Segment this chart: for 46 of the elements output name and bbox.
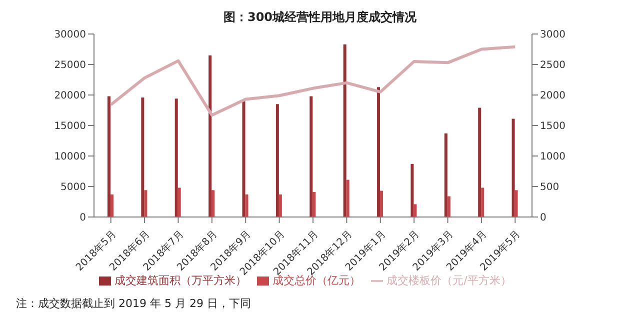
bar — [110, 194, 114, 217]
bar — [346, 180, 350, 217]
bar — [380, 190, 384, 217]
bar — [278, 194, 282, 217]
y-tick-label: 20000 — [54, 90, 86, 102]
y2-tick-label: 500 — [540, 182, 560, 194]
y2-tick-label: 2500 — [540, 60, 566, 72]
bar — [481, 188, 484, 217]
y2-tick-label: 2000 — [540, 90, 566, 102]
y2-tick-label: 3000 — [540, 30, 566, 41]
legend-label: 成交建筑面积（万平方米） — [114, 274, 247, 287]
bar — [242, 101, 246, 217]
chart-title: 图：300城经营性用地月度成交情况 — [222, 9, 418, 26]
bar — [512, 118, 515, 217]
bar — [312, 192, 316, 217]
bar — [343, 44, 346, 217]
bar — [447, 196, 450, 217]
bar — [478, 108, 482, 217]
y-tick-label: 30000 — [54, 30, 86, 41]
y-tick-label: 0 — [80, 212, 86, 224]
text: 注：成交数据截止到 2019 年 5 月 29 日，下同 — [16, 296, 252, 311]
y-tick-label: 5000 — [60, 182, 86, 194]
bar — [107, 96, 110, 217]
y-tick-label: 15000 — [54, 121, 86, 132]
bar — [410, 164, 414, 217]
y2-tick-label: 1000 — [540, 152, 566, 163]
bar — [514, 190, 518, 217]
bar — [276, 104, 279, 217]
bar — [208, 55, 212, 217]
legend-label: 成交总价（亿元） — [272, 274, 361, 287]
bar — [212, 190, 215, 217]
y2-tick-label: 0 — [540, 212, 546, 224]
legend-label: 成交楼板价（元/平方米） — [386, 274, 512, 287]
bar — [444, 133, 448, 217]
bar — [141, 97, 144, 217]
bar — [377, 87, 380, 217]
bar — [310, 96, 313, 217]
y-tick-label: 25000 — [54, 60, 86, 72]
y2-tick-label: 1500 — [540, 121, 566, 132]
bar — [245, 194, 248, 217]
bar — [178, 188, 181, 217]
bar — [174, 98, 178, 217]
line-series — [109, 45, 517, 117]
bar — [144, 190, 148, 217]
bar — [414, 204, 417, 217]
y-tick-label: 10000 — [54, 152, 86, 163]
